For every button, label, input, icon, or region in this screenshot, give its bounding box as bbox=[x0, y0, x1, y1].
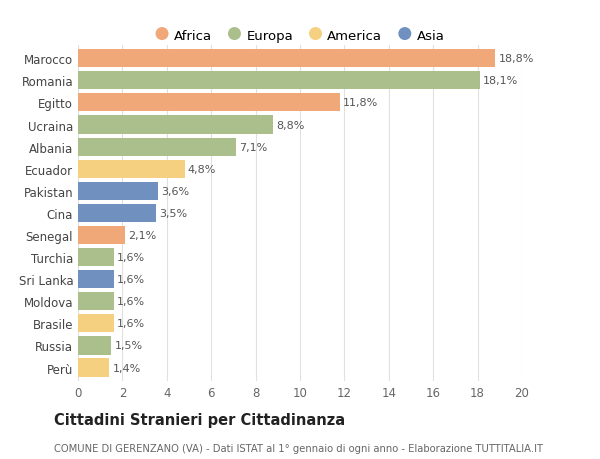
Text: Cittadini Stranieri per Cittadinanza: Cittadini Stranieri per Cittadinanza bbox=[54, 413, 345, 428]
Text: 1,6%: 1,6% bbox=[117, 319, 145, 329]
Bar bbox=[78, 204, 156, 223]
Text: 1,6%: 1,6% bbox=[117, 297, 145, 307]
Bar bbox=[78, 160, 185, 179]
Bar bbox=[78, 226, 125, 245]
Text: 18,8%: 18,8% bbox=[499, 54, 534, 64]
Bar bbox=[78, 50, 496, 68]
Bar bbox=[78, 182, 158, 201]
Text: COMUNE DI GERENZANO (VA) - Dati ISTAT al 1° gennaio di ogni anno - Elaborazione : COMUNE DI GERENZANO (VA) - Dati ISTAT al… bbox=[54, 443, 543, 453]
Text: 1,6%: 1,6% bbox=[117, 252, 145, 263]
Bar bbox=[78, 292, 113, 311]
Bar bbox=[78, 138, 236, 157]
Text: 11,8%: 11,8% bbox=[343, 98, 379, 108]
Text: 3,5%: 3,5% bbox=[159, 208, 187, 218]
Bar bbox=[78, 336, 112, 355]
Text: 1,6%: 1,6% bbox=[117, 274, 145, 285]
Text: 1,5%: 1,5% bbox=[115, 341, 143, 351]
Text: 1,4%: 1,4% bbox=[112, 363, 140, 373]
Bar bbox=[78, 358, 109, 377]
Text: 2,1%: 2,1% bbox=[128, 230, 156, 241]
Text: 7,1%: 7,1% bbox=[239, 142, 267, 152]
Bar bbox=[78, 270, 113, 289]
Bar bbox=[78, 248, 113, 267]
Text: 8,8%: 8,8% bbox=[277, 120, 305, 130]
Bar bbox=[78, 314, 113, 333]
Bar bbox=[78, 94, 340, 112]
Bar bbox=[78, 116, 274, 134]
Text: 3,6%: 3,6% bbox=[161, 186, 190, 196]
Legend: Africa, Europa, America, Asia: Africa, Europa, America, Asia bbox=[150, 24, 450, 48]
Text: 18,1%: 18,1% bbox=[483, 76, 518, 86]
Bar bbox=[78, 72, 480, 90]
Text: 4,8%: 4,8% bbox=[188, 164, 216, 174]
